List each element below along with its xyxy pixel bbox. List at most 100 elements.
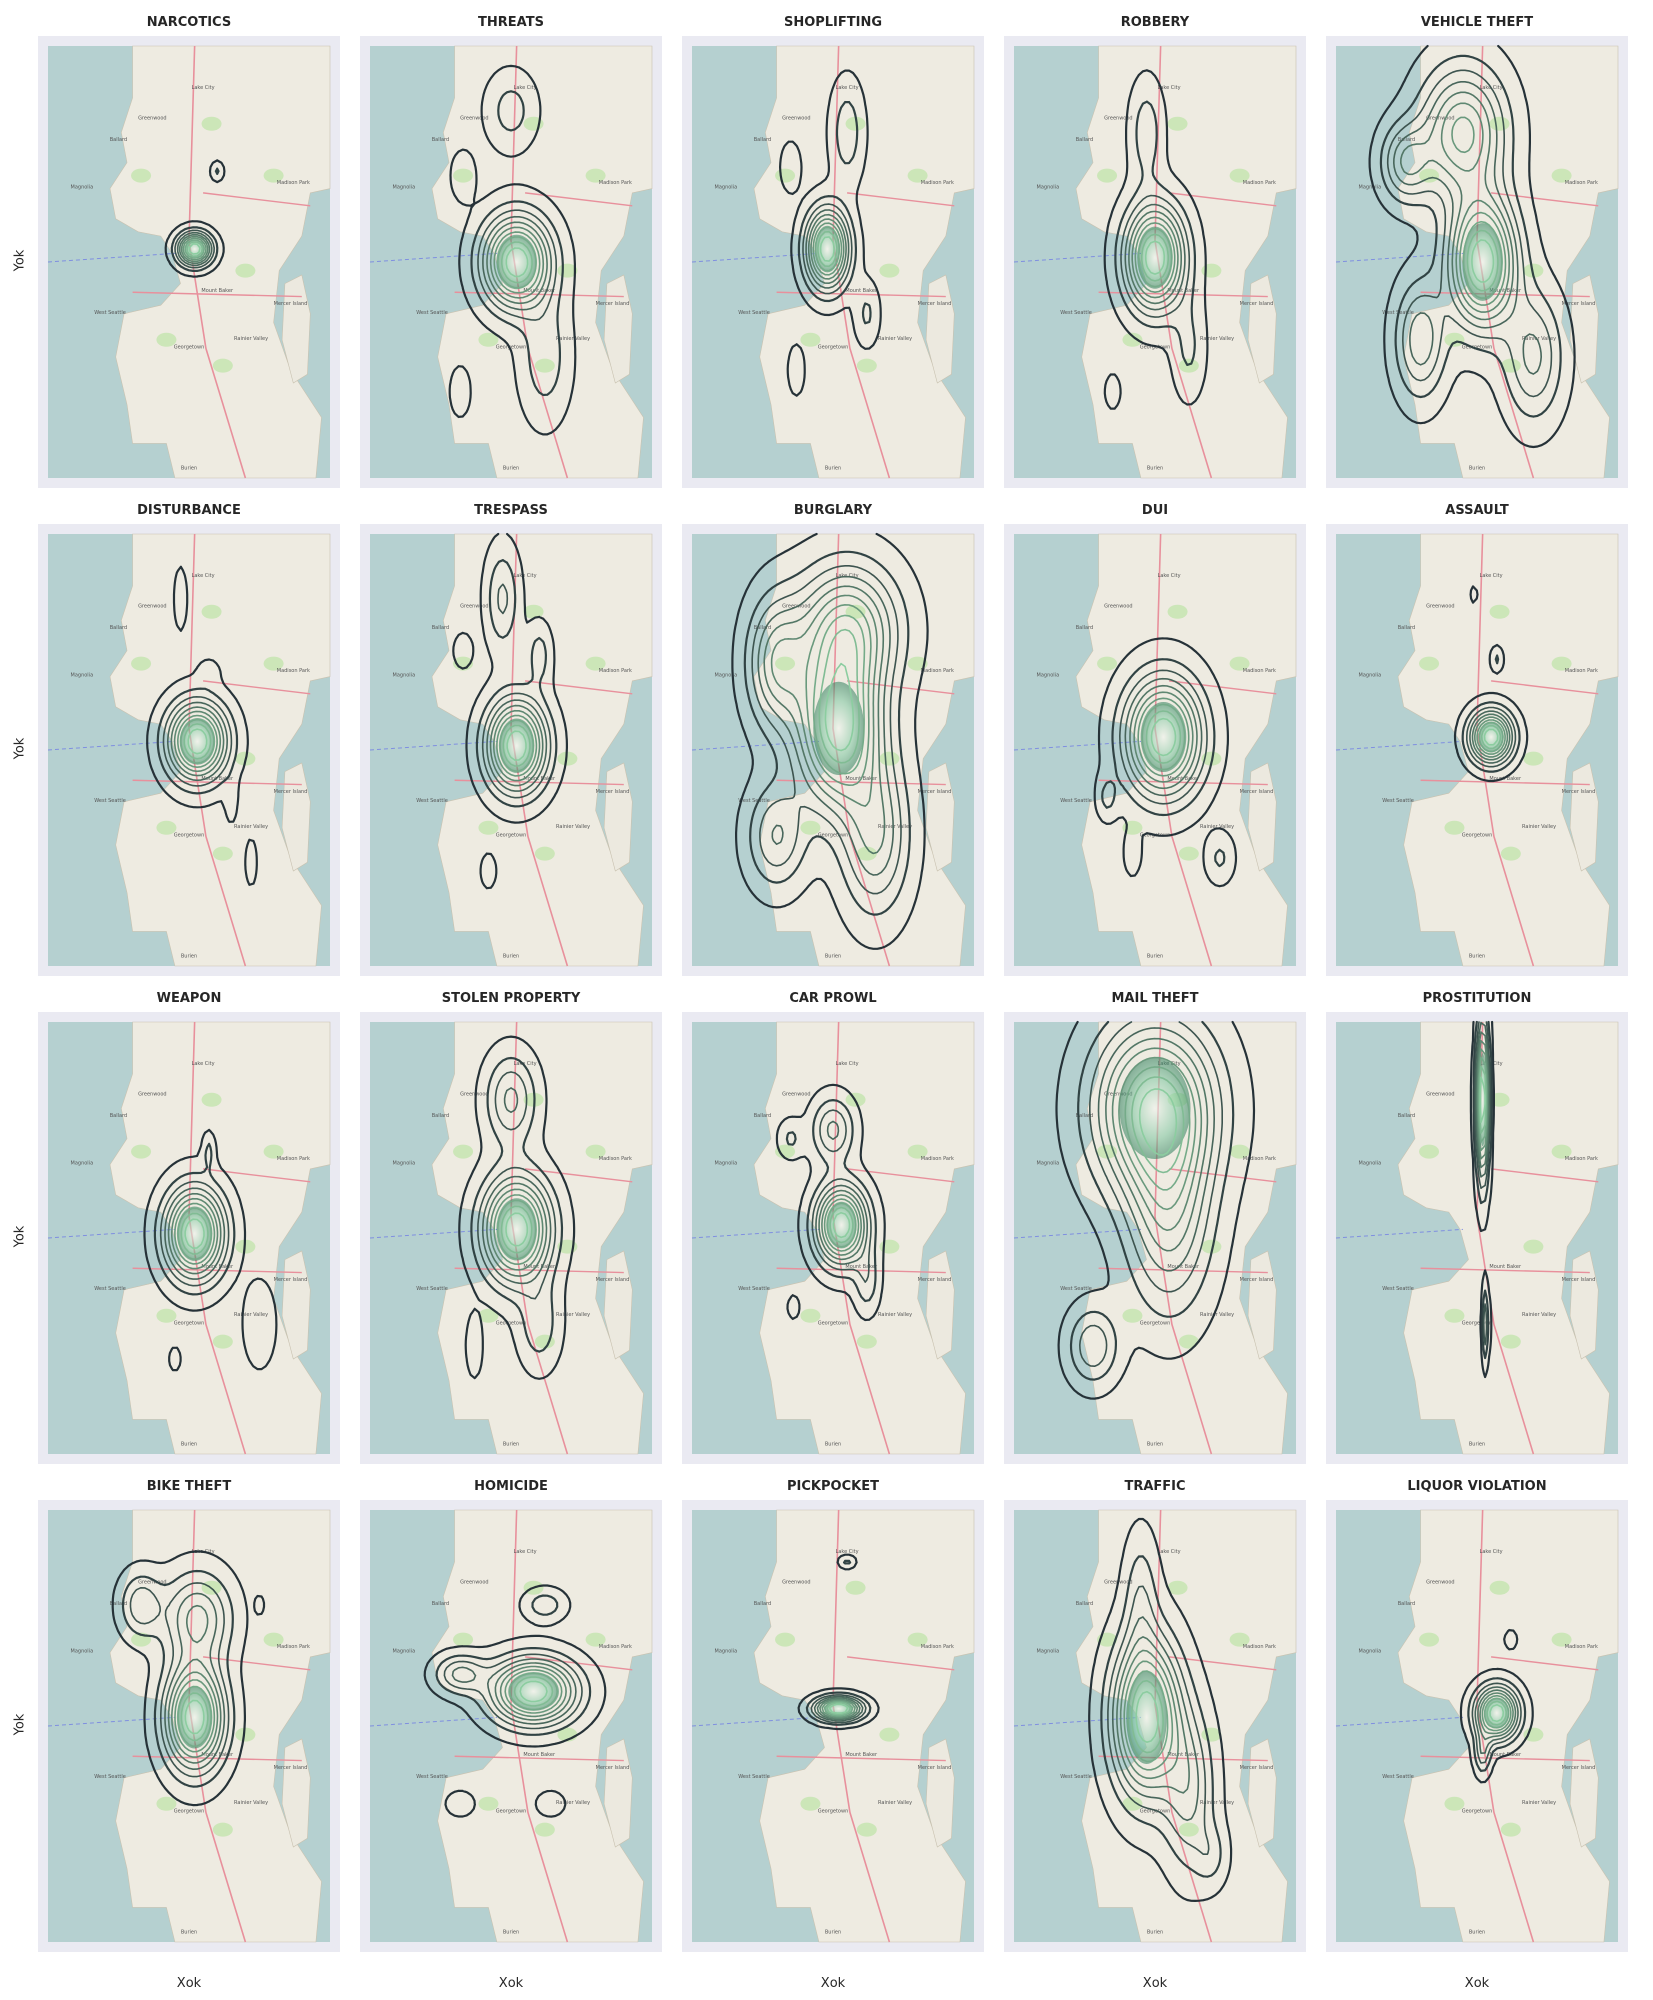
density-contour-level-10 <box>1483 728 1499 746</box>
map-place-label: Mercer Island <box>596 301 630 307</box>
map-place-label: Madison Park <box>599 180 632 186</box>
map-place-label: Madison Park <box>1243 1644 1276 1650</box>
density-contour-level-2 <box>1101 658 1226 868</box>
map-park <box>1167 604 1188 619</box>
map-place-label: Lake City <box>1480 1549 1503 1555</box>
map-place-label: Madison Park <box>277 180 310 186</box>
map-place-label: West Seattle <box>416 1286 448 1292</box>
map-place-label: Burien <box>503 953 519 959</box>
map-park <box>263 168 284 183</box>
y-axis-label-row-2: Yok <box>12 737 28 760</box>
density-contour-level-8 <box>1127 1670 1169 1763</box>
map-place-label: Lake City <box>192 1061 215 1067</box>
map-place-label: Lake City <box>1158 1549 1181 1555</box>
density-contour-level-10 <box>188 243 201 255</box>
map-place-label: Mount Baker <box>201 1752 234 1758</box>
density-contour-level-6 <box>173 710 222 773</box>
density-contour-level-9 <box>180 1212 209 1255</box>
map-place-label: Rainier Valley <box>1522 1800 1556 1806</box>
panel-title: VEHICLE THEFT <box>1421 15 1533 30</box>
map-park <box>879 1727 900 1742</box>
density-contour-level-3 <box>802 203 853 295</box>
density-contour-level-7 <box>1134 222 1176 293</box>
density-contour-level-4 <box>482 215 552 311</box>
map-ferry-route <box>691 1716 819 1727</box>
map-land <box>1075 533 1297 967</box>
map-highway <box>1098 291 1268 298</box>
map-place-label: Rainier Valley <box>1200 824 1234 830</box>
map-park <box>907 1144 928 1159</box>
map-park <box>534 1822 555 1837</box>
density-contour-level-3 <box>477 209 557 321</box>
density-contour-level-5 <box>1400 91 1514 321</box>
density-contour-level-10 <box>1489 1704 1505 1723</box>
density-contour-level-4 <box>757 575 894 876</box>
map-place-label: Magnolia <box>393 185 416 191</box>
map-ferry-route <box>1335 740 1463 751</box>
map-highway <box>132 779 302 786</box>
map-place-label: West Seattle <box>416 798 448 804</box>
density-contour-level-6 <box>1111 1047 1203 1231</box>
density-contour-level-8 <box>826 1202 857 1248</box>
panel-title: WEAPON <box>157 991 222 1006</box>
map-park <box>156 1796 177 1811</box>
map-highway <box>454 291 624 298</box>
map-park <box>557 751 578 766</box>
density-contour-level-6 <box>819 1698 859 1719</box>
density-contour-level-6 <box>821 1194 862 1256</box>
map-land <box>753 1021 975 1455</box>
map-place-label: West Seattle <box>738 1774 770 1780</box>
map-place-label: Rainier Valley <box>878 824 912 830</box>
map-place-label: Madison Park <box>921 1644 954 1650</box>
map-park <box>534 358 555 373</box>
map-place-label: Georgetown <box>496 832 527 838</box>
map-place-label: Burien <box>1469 953 1485 959</box>
map-place-label: Rainier Valley <box>1522 1312 1556 1318</box>
density-contour-level-4 <box>813 1695 864 1722</box>
density-peak <box>1140 702 1187 773</box>
map-place-label: Rainier Valley <box>1200 336 1234 342</box>
density-contour-level-9 <box>1130 1679 1164 1754</box>
density-contour-level-6 <box>1474 716 1509 758</box>
map-park <box>1122 1308 1143 1323</box>
map-place-label: Mercer Island <box>596 789 630 795</box>
density-contour-level-1 <box>146 565 258 886</box>
panel-assault: ASSAULT Lake City Greenwood Ballard Magnolia… <box>1326 503 1628 976</box>
map-place-label: Magnolia <box>715 1161 738 1167</box>
map-place-label: Greenwood <box>1426 115 1455 121</box>
map-park <box>1419 1144 1440 1159</box>
density-contour-level-5 <box>807 213 847 284</box>
map-place-label: Greenwood <box>1104 603 1133 609</box>
map-island <box>281 274 311 384</box>
panel-title: TRESPASS <box>474 503 548 518</box>
density-contour-level-6 <box>171 1671 219 1758</box>
density-contour-level-8 <box>1141 703 1186 771</box>
map-place-label: Mount Baker <box>523 1264 556 1270</box>
map-place-label: Magnolia <box>1037 185 1060 191</box>
density-contour-level-5 <box>486 221 548 305</box>
map-place-label: Rainier Valley <box>234 1800 268 1806</box>
density-contour-level-6 <box>499 1665 567 1718</box>
density-contour-level-2 <box>1379 54 1562 418</box>
panel-title: STOLEN PROPERTY <box>442 991 581 1006</box>
density-contour-level-2 <box>1100 1555 1222 1878</box>
map-place-label: Greenwood <box>460 603 489 609</box>
density-contour-level-10 <box>1150 717 1177 757</box>
density-contour-level-6 <box>489 226 545 299</box>
density-contour-level-9 <box>502 724 531 767</box>
map-place-label: Burien <box>181 465 197 471</box>
density-contour-level-2 <box>121 1569 236 1788</box>
map-place-label: Ballard <box>110 137 127 143</box>
density-contour-level-3 <box>1120 194 1191 318</box>
map-park <box>879 263 900 278</box>
map-place-label: Mount Baker <box>845 288 878 294</box>
map-park <box>775 168 796 183</box>
map-park <box>478 1796 499 1811</box>
density-contour-level-10 <box>187 728 208 755</box>
density-peak <box>496 1198 537 1261</box>
map-place-label: Mercer Island <box>1562 1277 1596 1283</box>
panel-title: SHOPLIFTING <box>784 15 882 30</box>
